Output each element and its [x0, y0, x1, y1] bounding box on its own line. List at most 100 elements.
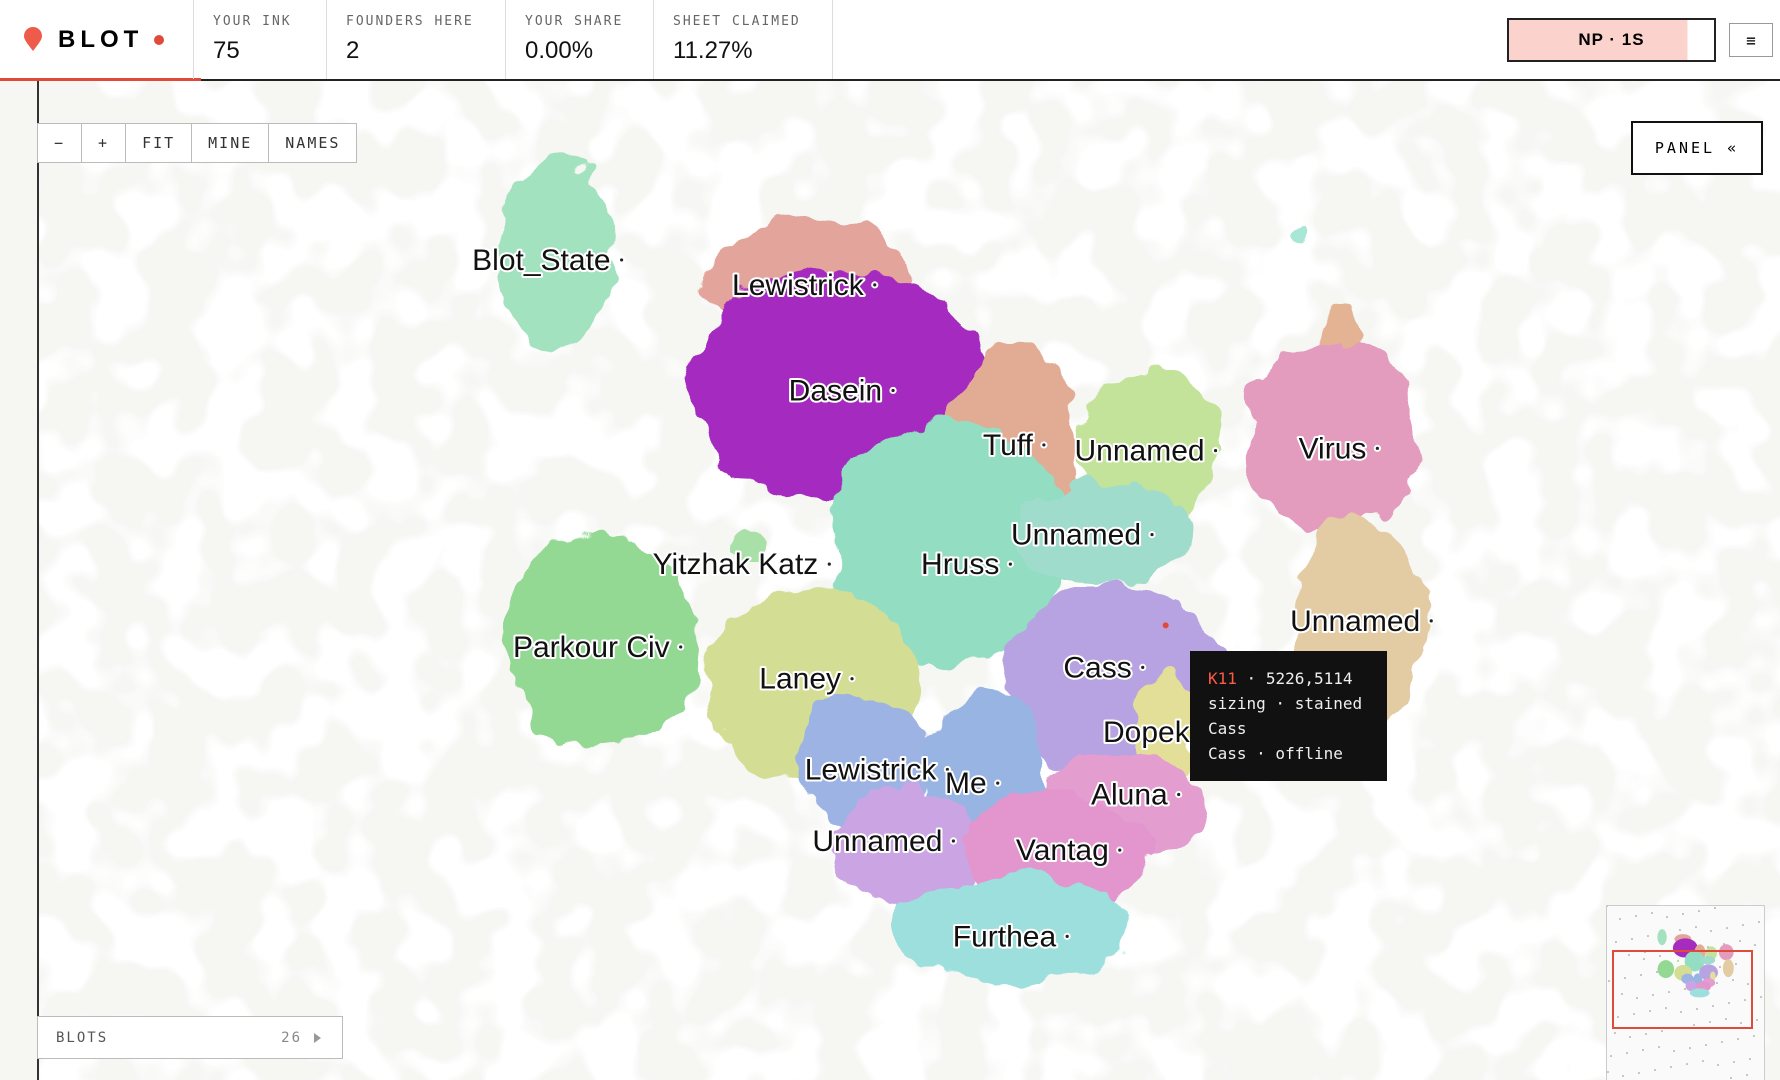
- label-dot: [943, 765, 951, 774]
- minimap-speck: [1638, 1072, 1640, 1074]
- minimap-speck: [1636, 997, 1638, 999]
- minimap-speck: [1631, 938, 1633, 940]
- territory-label: Hruss: [921, 548, 999, 581]
- minimap-speck: [1737, 1038, 1739, 1040]
- minimap-speck: [1622, 1075, 1624, 1077]
- minimap-territory: [1685, 980, 1697, 992]
- stat-label: FOUNDERS HERE: [346, 14, 474, 29]
- minimap-speck: [1610, 1055, 1612, 1057]
- label-dot: [1427, 617, 1435, 625]
- minimap-speck: [1673, 1050, 1675, 1052]
- tooltip-line: sizing · stained: [1208, 694, 1363, 713]
- stat: YOUR SHARE 0.00%: [505, 0, 653, 79]
- territory-label: Dasein: [789, 374, 882, 407]
- cursor-dot: [1162, 622, 1169, 629]
- minimap-territory: [1676, 959, 1680, 963]
- territory[interactable]: [1242, 340, 1420, 534]
- minimap[interactable]: [1606, 905, 1765, 1080]
- toolbar: − + FIT MINE NAMES: [37, 123, 358, 163]
- minimap-speck: [1705, 1044, 1707, 1046]
- progress-bar: [0, 78, 201, 81]
- label-dot: [949, 837, 957, 845]
- minimap-speck: [1696, 1008, 1698, 1010]
- territory[interactable]: [735, 528, 763, 557]
- network-button[interactable]: NP · 1S: [1507, 18, 1716, 62]
- territory-label: Blot_State: [472, 244, 610, 277]
- blots-label: BLOTS: [56, 1029, 109, 1046]
- territory-label: Unnamed: [812, 825, 942, 858]
- map[interactable]: Blot_State Lewistrick Dasein Tuff Unnamed Vir…: [39, 81, 1780, 1080]
- minimap-speck: [1719, 966, 1721, 968]
- minimap-speck: [1624, 977, 1626, 979]
- minimap-speck: [1619, 918, 1621, 920]
- minimap-speck: [1733, 1061, 1735, 1063]
- minimap-speck: [1643, 958, 1645, 960]
- minimap-speck: [1661, 1030, 1663, 1032]
- territory-label: Lewistrick: [805, 754, 938, 787]
- territory-label: Virus: [1299, 432, 1367, 465]
- minimap-speck: [1658, 1046, 1660, 1048]
- stat-label: YOUR SHARE: [525, 14, 624, 29]
- territory-label: Yitzhak Katz: [653, 548, 819, 581]
- tooltip: K11 · 5226,5114 sizing · stained Cass Ca…: [1190, 651, 1387, 781]
- territory-label: Aluna: [1091, 779, 1168, 812]
- minimap-speck: [1652, 994, 1654, 996]
- tool-button[interactable]: +: [82, 124, 127, 162]
- label-dot: [1063, 932, 1071, 940]
- stat-value: 75: [213, 37, 240, 64]
- minimap-speck: [1740, 1022, 1742, 1024]
- logo[interactable]: BLOT: [0, 0, 201, 81]
- minimap-speck: [1746, 1074, 1748, 1076]
- panel-button[interactable]: PANEL «: [1631, 121, 1763, 175]
- label-dot: [1211, 446, 1220, 455]
- minimap-speck: [1709, 1021, 1711, 1023]
- minimap-speck: [1726, 927, 1728, 929]
- label-dot: [618, 256, 626, 264]
- minimap-speck: [1756, 1019, 1758, 1021]
- minimap-speck: [1717, 1064, 1719, 1066]
- tool-button[interactable]: NAMES: [285, 134, 341, 152]
- label-dot: [1139, 663, 1147, 671]
- minimap-territory: [1689, 988, 1710, 998]
- minimap-territory: [1700, 955, 1716, 965]
- territory[interactable]: [499, 158, 613, 352]
- minimap-speck: [1647, 935, 1649, 937]
- stat-value: 0.00%: [525, 37, 594, 64]
- label-dot: [677, 643, 685, 651]
- minimap-speck: [1607, 906, 1608, 907]
- minimap-speck: [1680, 1011, 1682, 1013]
- territory-label: Unnamed: [1290, 605, 1420, 638]
- minimap-speck: [1712, 1005, 1714, 1007]
- territory[interactable]: [828, 419, 1067, 670]
- header: BLOT YOUR INK 75 FOUNDERS HERE 2 YOUR SHARE 0…: [0, 0, 1780, 81]
- sidebar: [0, 81, 39, 1080]
- tool-button[interactable]: FIT: [126, 124, 193, 162]
- label-dot: [1373, 444, 1381, 452]
- territory[interactable]: [501, 533, 702, 750]
- minimap-speck: [1742, 924, 1744, 926]
- stat-value: 2: [346, 37, 360, 64]
- tool-button[interactable]: −: [38, 124, 83, 162]
- blots-count: 26: [281, 1029, 302, 1046]
- menu-button[interactable]: ≡: [1729, 23, 1773, 57]
- territory[interactable]: [839, 783, 977, 908]
- territory[interactable]: [1015, 482, 1198, 585]
- territory[interactable]: [890, 873, 1130, 983]
- minimap-speck: [1628, 954, 1630, 956]
- blots-panel[interactable]: BLOTS 26: [37, 1016, 343, 1059]
- territory-label: Me: [945, 767, 987, 800]
- label-dot: [1148, 530, 1156, 539]
- label-dot: [1006, 560, 1014, 568]
- stat: SHEET CLAIMED 11.27%: [653, 0, 832, 79]
- territory-label: Furthea: [953, 920, 1057, 953]
- minimap-speck: [1656, 971, 1658, 973]
- minimap-speck: [1749, 1058, 1751, 1060]
- minimap-speck: [1684, 988, 1686, 990]
- territory-label: Dopek: [1103, 716, 1191, 749]
- territory-decor: [1287, 222, 1308, 243]
- tooltip-id: K11: [1208, 669, 1237, 688]
- tool-button[interactable]: MINE: [192, 124, 270, 162]
- territory[interactable]: [1135, 669, 1204, 784]
- minimap-speck: [1710, 930, 1712, 932]
- minimap-speck: [1686, 1063, 1688, 1065]
